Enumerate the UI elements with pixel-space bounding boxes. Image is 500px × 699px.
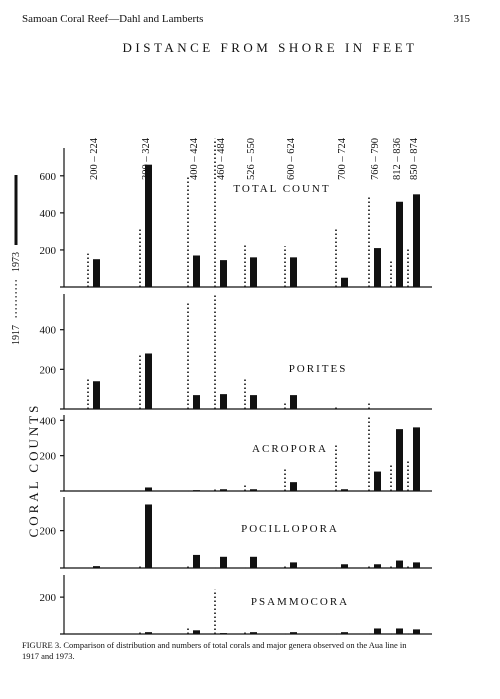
- bar-1973: [413, 562, 420, 568]
- bar-1973: [396, 628, 403, 634]
- bar-1973: [93, 566, 100, 568]
- panel-title: PORITES: [289, 363, 348, 375]
- category-label: 600 – 624: [286, 137, 297, 180]
- bar-1973: [145, 504, 152, 568]
- bar-1973: [145, 353, 152, 409]
- bar-1973: [193, 554, 200, 568]
- category-label: 700 – 724: [337, 137, 348, 180]
- y-tick-label: 200: [40, 245, 57, 257]
- bar-1973: [413, 629, 420, 634]
- y-tick-label: 400: [40, 325, 57, 337]
- bar-1973: [374, 564, 381, 568]
- legend: 1973 1917: [11, 175, 22, 345]
- bar-1973: [396, 560, 403, 568]
- bar-1973: [290, 562, 297, 568]
- bar-1973: [193, 630, 200, 634]
- category-label: 766 – 790: [370, 138, 381, 180]
- bar-1973: [220, 260, 227, 287]
- y-tick-label: 200: [40, 526, 57, 538]
- running-title: Samoan Coral Reef—Dahl and Lamberts: [22, 13, 203, 25]
- panel-title: PSAMMOCORA: [251, 596, 349, 608]
- bar-1973: [145, 164, 152, 287]
- bar-1973: [93, 259, 100, 287]
- bar-1973: [193, 255, 200, 287]
- legend-1917: 1917: [11, 325, 22, 345]
- bar-1973: [250, 257, 257, 287]
- category-label: 200 – 224: [89, 137, 100, 180]
- category-label: 850 – 874: [409, 137, 420, 180]
- panel-title: ACROPORA: [252, 443, 328, 455]
- panel-title: TOTAL COUNT: [233, 183, 330, 195]
- bar-1973: [413, 427, 420, 491]
- bar-1973: [341, 489, 348, 491]
- bar-1973: [250, 632, 257, 634]
- bar-1973: [374, 628, 381, 634]
- bar-1973: [193, 395, 200, 409]
- bar-1973: [341, 632, 348, 634]
- bar-1973: [396, 201, 403, 287]
- bar-1973: [220, 489, 227, 491]
- category-label: 300 – 324: [141, 137, 152, 180]
- y-tick-label: 400: [40, 415, 57, 427]
- page-number: 315: [454, 13, 471, 25]
- bar-1973: [250, 556, 257, 568]
- y-tick-label: 400: [40, 208, 57, 220]
- bar-1973: [145, 487, 152, 491]
- bar-1973: [341, 564, 348, 568]
- category-label: 812 – 836: [392, 138, 403, 180]
- bar-1973: [374, 471, 381, 491]
- figure-title: DISTANCE FROM SHORE IN FEET: [123, 40, 418, 55]
- bar-1973: [193, 490, 200, 491]
- bar-1973: [413, 194, 420, 287]
- bar-1973: [290, 395, 297, 409]
- caption-text: FIGURE 3. Comparison of distribution and…: [22, 640, 407, 661]
- caption: FIGURE 3. Comparison of distribution and…: [22, 640, 407, 661]
- panel-title: POCILLOPORA: [241, 523, 339, 535]
- bar-1973: [220, 633, 227, 634]
- y-tick-label: 200: [40, 451, 57, 463]
- bar-1973: [341, 277, 348, 287]
- category-label: 460 – 484: [216, 137, 227, 180]
- bar-1973: [250, 395, 257, 409]
- bar-1973: [220, 556, 227, 568]
- bar-1973: [290, 482, 297, 491]
- legend-1973: 1973: [11, 252, 22, 272]
- bar-1973: [145, 632, 152, 634]
- category-label: 526 – 550: [246, 138, 257, 180]
- bar-1973: [220, 394, 227, 409]
- y-axis-label: CORAL COUNTS: [26, 403, 41, 538]
- category-label: 400 – 424: [189, 137, 200, 180]
- bar-1973: [93, 381, 100, 409]
- y-tick-label: 200: [40, 364, 57, 376]
- bar-1973: [290, 257, 297, 287]
- bar-1973: [290, 632, 297, 634]
- bar-1973: [374, 248, 381, 287]
- bar-1973: [396, 429, 403, 491]
- bar-1973: [250, 489, 257, 491]
- y-tick-label: 200: [40, 592, 57, 604]
- y-tick-label: 600: [40, 171, 57, 183]
